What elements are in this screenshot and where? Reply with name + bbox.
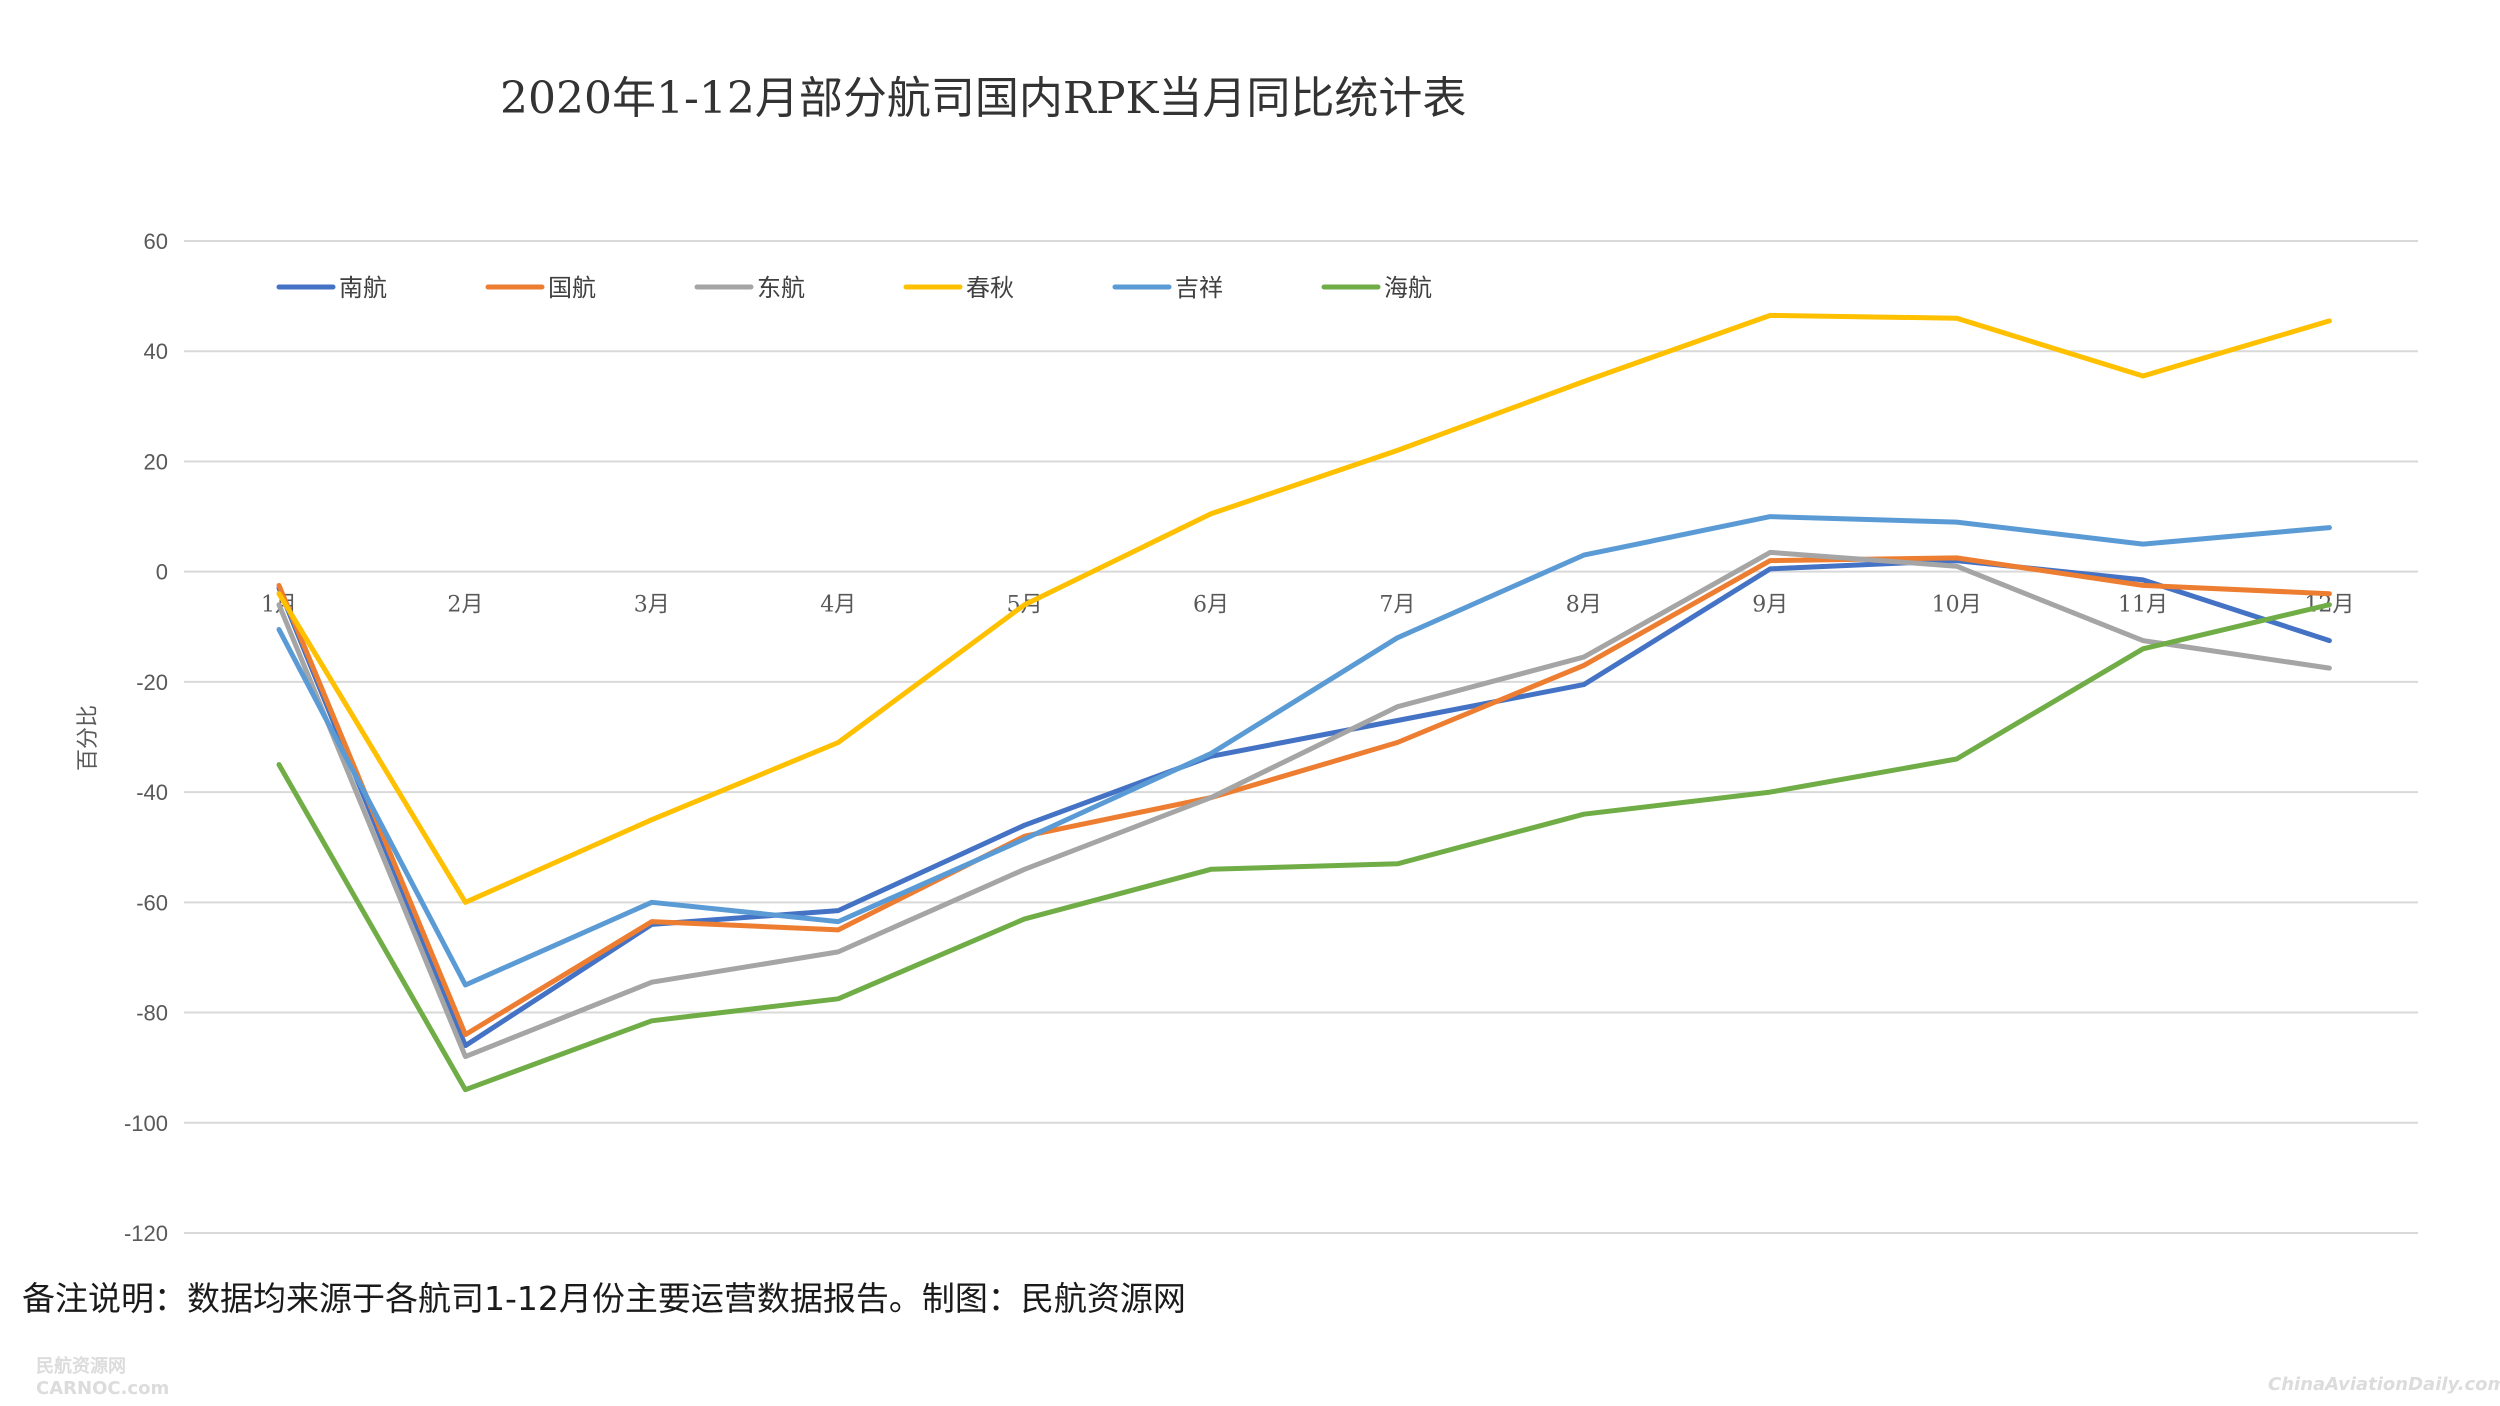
series-line [276,514,2332,988]
y-tick-label: -80 [136,1001,168,1026]
y-tick-label: -60 [136,890,168,915]
y-tick-label: 40 [144,339,168,364]
legend-label: 吉祥 [1175,274,1223,302]
series-line [276,602,2332,1093]
chart-title: 2020年1-12月部分航司国内RPK当月同比统计表 [500,73,1467,124]
footnote: 备注说明：数据均来源于各航司1-12月份主要运营数据报告。制图：民航资源网 [22,1279,1186,1318]
legend-label: 东航 [757,274,805,302]
y-axis-label: 百分比 [76,705,101,771]
x-category-label: 4月 [820,593,856,618]
y-tick-label: -120 [124,1221,168,1246]
x-category-label: 9月 [1752,593,1788,618]
legend-label: 海航 [1384,274,1432,302]
y-tick-label: 0 [156,560,168,585]
series-line [276,312,2332,905]
y-axis-ticks: 60 40 20 0 -20 -40 -60 -80 -100 -120 [124,229,168,1246]
legend-label: 春秋 [966,274,1014,302]
x-category-label: 10月 [1932,593,1982,618]
x-category-label: 11月 [2118,593,2168,618]
watermark-carnoc-cn: 民航资源网 [36,1356,126,1377]
x-category-label: 6月 [1193,593,1229,618]
legend: 南航 国航 东航 春秋 吉祥 海航 [276,274,1432,302]
y-tick-label: -100 [124,1111,168,1136]
series-line [276,555,2332,1038]
legend-label: 南航 [339,274,387,302]
y-tick-label: 60 [144,229,168,254]
y-tick-label: 20 [144,449,168,474]
x-category-label: 8月 [1566,593,1602,618]
x-category-label: 3月 [634,593,670,618]
x-category-label: 2月 [447,593,483,618]
series-line [276,549,2332,1060]
x-category-label: 7月 [1379,593,1415,618]
legend-label: 国航 [548,274,596,302]
gridlines [184,240,2418,1234]
y-tick-label: -20 [136,670,168,695]
watermark-carnoc-en: CARNOC.com [36,1378,170,1399]
watermark-chinaaviationdaily: ChinaAviationDaily.com [2268,1374,2500,1395]
series-lines [276,312,2332,1093]
y-tick-label: -40 [136,780,168,805]
series-line [276,558,2332,1049]
x-axis-categories: 1月 2月 3月 4月 5月 6月 7月 8月 9月 10月 11月 12月 [261,593,2354,618]
watermark-carnoc: 民航资源网 CARNOC.com [36,1356,169,1400]
